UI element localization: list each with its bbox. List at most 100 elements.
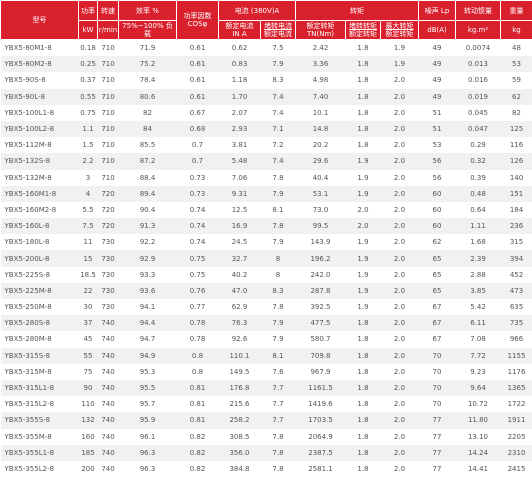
- value-cell: 87.2: [118, 153, 177, 170]
- header-cell: 噪声 Lp: [418, 0, 456, 21]
- value-cell: 730: [97, 282, 119, 299]
- value-cell: 7.9: [272, 238, 284, 247]
- value-cell: 0.74: [189, 205, 206, 214]
- value-cell: 2.0: [393, 335, 406, 344]
- value-cell: 15: [78, 250, 98, 267]
- value-cell: 580.7: [310, 335, 331, 344]
- header-cell: kW: [78, 20, 98, 40]
- header-cell: 转矩: [295, 0, 419, 21]
- value-cell: 82: [512, 108, 521, 117]
- value-cell: 0.81: [176, 379, 219, 397]
- value-cell: 0.75: [189, 270, 206, 279]
- value-cell: 1.70: [218, 88, 261, 105]
- value-cell: 740: [101, 400, 115, 409]
- model-cell: YBX5-160L-8: [0, 218, 79, 235]
- value-cell: 1.8: [357, 400, 369, 409]
- header-cell: kg: [500, 20, 532, 40]
- table-row: YBX5-132M-8 3 710 88.4 0.73 7.06 7.8 40.4 1.9 2.0…: [1, 170, 532, 186]
- model-cell: YBX5-80M2-8: [0, 56, 79, 73]
- value-cell: 2.0: [380, 88, 419, 105]
- value-cell: 709.8: [295, 347, 346, 364]
- value-cell: 2.0: [393, 238, 406, 247]
- value-cell: 967.9: [310, 367, 331, 376]
- header-cell: 堵转电流 额定电流: [260, 20, 296, 40]
- value-cell: 730: [101, 238, 115, 247]
- value-cell: 95.7: [139, 400, 156, 409]
- value-cell: 740: [101, 367, 115, 376]
- table-row: YBX5-90L-8 0.55 710 80.6 0.61 1.70 7.4 7.40 1.8 2…: [0, 88, 532, 105]
- value-cell: 1.9: [345, 250, 381, 267]
- value-cell: 0.047: [455, 120, 501, 138]
- value-cell: 37: [78, 315, 98, 332]
- value-cell: 0.045: [467, 108, 489, 117]
- table-row: YBX5-280S-8 37 740 94.4 0.78 76.3 7.9 477.5 1.8 2…: [0, 315, 532, 332]
- value-cell: 0.77: [189, 303, 206, 312]
- table-row: YBX5-315S-8 55 740 94.9 0.8 110.1 8.1 709.8 1.8 2…: [0, 347, 532, 364]
- value-cell: 0.82: [189, 464, 206, 473]
- value-cell: 720: [97, 218, 119, 235]
- value-cell: 96.3: [139, 464, 156, 473]
- value-cell: 730: [101, 303, 115, 312]
- value-cell: 0.75: [80, 108, 96, 117]
- value-cell: 0.76: [176, 282, 219, 299]
- value-cell: 49: [418, 88, 456, 105]
- table-row: YBX5-315M-8 75 740 95.3 0.8 149.5 7.6 967.9 1.8 2…: [1, 364, 532, 380]
- value-cell: 56: [432, 173, 442, 182]
- value-cell: 67: [432, 335, 442, 344]
- value-cell: 392.5: [310, 303, 331, 312]
- header-cell: 功率: [78, 0, 98, 21]
- table-row: YBX5-100L2-8 1.1 710 84 0.68 2.93 7.1 14.8 1.8 2.…: [0, 120, 532, 138]
- value-cell: 2.0: [380, 120, 419, 138]
- model-cell: YBX5-90S-8: [4, 76, 46, 85]
- value-cell: 85.5: [139, 141, 156, 150]
- value-cell: 47.0: [218, 282, 261, 299]
- value-cell: 0.8: [176, 347, 219, 364]
- value-cell: 710: [101, 108, 115, 117]
- value-cell: 356.0: [218, 444, 261, 461]
- value-cell: 7.6: [272, 367, 284, 376]
- value-cell: 94.9: [118, 347, 177, 364]
- value-cell: 60: [432, 205, 442, 214]
- value-cell: 0.83: [218, 56, 261, 73]
- value-cell: 215.6: [229, 400, 250, 409]
- value-cell: 60: [418, 185, 456, 202]
- value-cell: 1.8: [357, 44, 369, 53]
- value-cell: 196.2: [295, 250, 346, 267]
- value-cell: 1.9: [357, 238, 369, 247]
- value-cell: 2.0: [393, 400, 406, 409]
- value-cell: 242.0: [310, 270, 331, 279]
- model-cell: YBX5-100L1-8: [4, 108, 55, 117]
- value-cell: 94.4: [118, 315, 177, 332]
- value-cell: 720: [101, 205, 115, 214]
- value-cell: 3.36: [295, 56, 346, 73]
- value-cell: 0.81: [176, 412, 219, 429]
- value-cell: 740: [97, 347, 119, 364]
- value-cell: 80.6: [118, 88, 177, 105]
- value-cell: 7.4: [260, 153, 296, 170]
- value-cell: 67: [432, 303, 442, 312]
- value-cell: 710: [101, 44, 115, 53]
- value-cell: 1.8: [357, 335, 369, 344]
- value-cell: 77: [418, 444, 456, 461]
- table-row: YBX5-100L1-8 0.75 710 82 0.67 2.07 7.4 10.1 1.8 2…: [1, 105, 532, 121]
- value-cell: 78.4: [139, 76, 156, 85]
- value-cell: 635: [509, 303, 524, 312]
- value-cell: 2.0: [393, 173, 406, 182]
- value-cell: 93.3: [139, 270, 156, 279]
- value-cell: 7.4: [272, 108, 284, 117]
- value-cell: 185: [78, 444, 98, 461]
- value-cell: 0.67: [189, 108, 206, 117]
- value-cell: 2.0: [380, 444, 419, 461]
- value-cell: 740: [101, 432, 115, 441]
- value-cell: 710: [97, 120, 119, 138]
- value-cell: 2.39: [455, 250, 501, 267]
- value-cell: 53.1: [295, 185, 346, 202]
- value-cell: 1.8: [345, 315, 381, 332]
- value-cell: 710: [101, 141, 115, 150]
- model-cell: YBX5-225S-8: [4, 270, 51, 279]
- value-cell: 92.6: [231, 335, 248, 344]
- value-cell: 1.8: [357, 76, 369, 85]
- model-cell: YBX5-112M-8: [4, 141, 52, 150]
- value-cell: 13.10: [467, 432, 489, 441]
- value-cell: 2.0: [357, 205, 369, 214]
